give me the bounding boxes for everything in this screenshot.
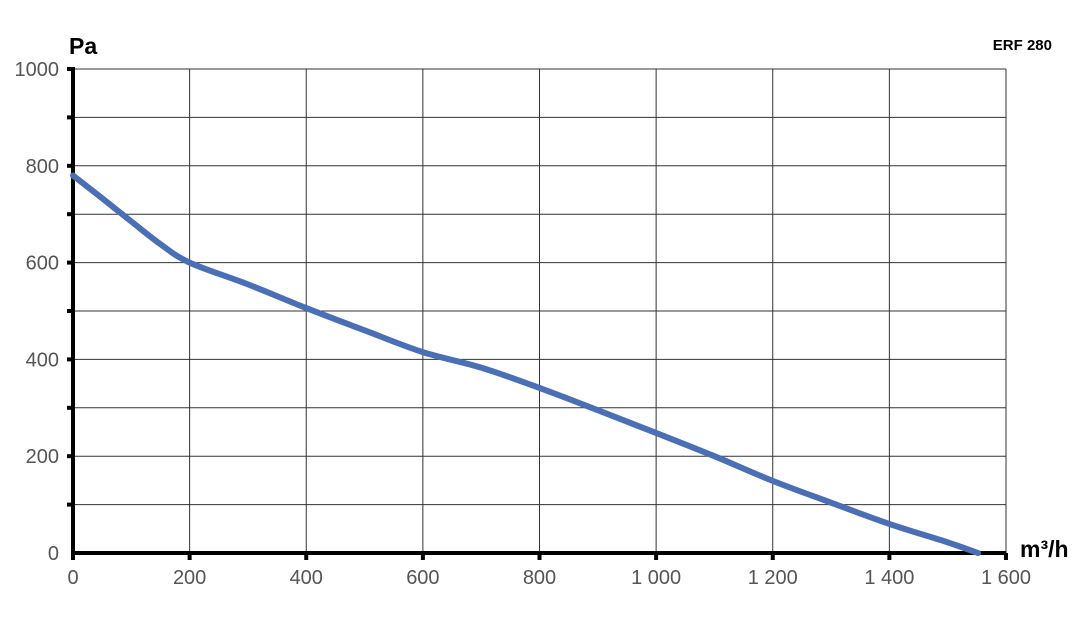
chart-title: ERF 280	[993, 37, 1052, 54]
x-axis-label: m³/h	[1020, 536, 1069, 562]
y-tick-label: 200	[26, 446, 59, 468]
y-axis-label: Pa	[69, 33, 97, 59]
y-tick-label: 800	[26, 156, 59, 178]
y-tick-label: 600	[26, 253, 59, 275]
x-tick-label: 600	[406, 567, 439, 589]
x-tick-label: 1 000	[631, 567, 681, 589]
x-tick-label: 1 200	[748, 567, 798, 589]
x-tick-label: 200	[173, 567, 206, 589]
x-tick-label: 1 400	[864, 567, 914, 589]
x-tick-label: 400	[290, 567, 323, 589]
y-tick-label: 400	[26, 349, 59, 371]
y-tick-label: 1000	[15, 59, 60, 81]
x-tick-label: 0	[67, 567, 78, 589]
x-tick-label: 1 600	[981, 567, 1031, 589]
fan-curve-line	[70, 172, 982, 556]
x-tick-label: 800	[523, 567, 556, 589]
y-tick-label: 0	[48, 543, 59, 565]
